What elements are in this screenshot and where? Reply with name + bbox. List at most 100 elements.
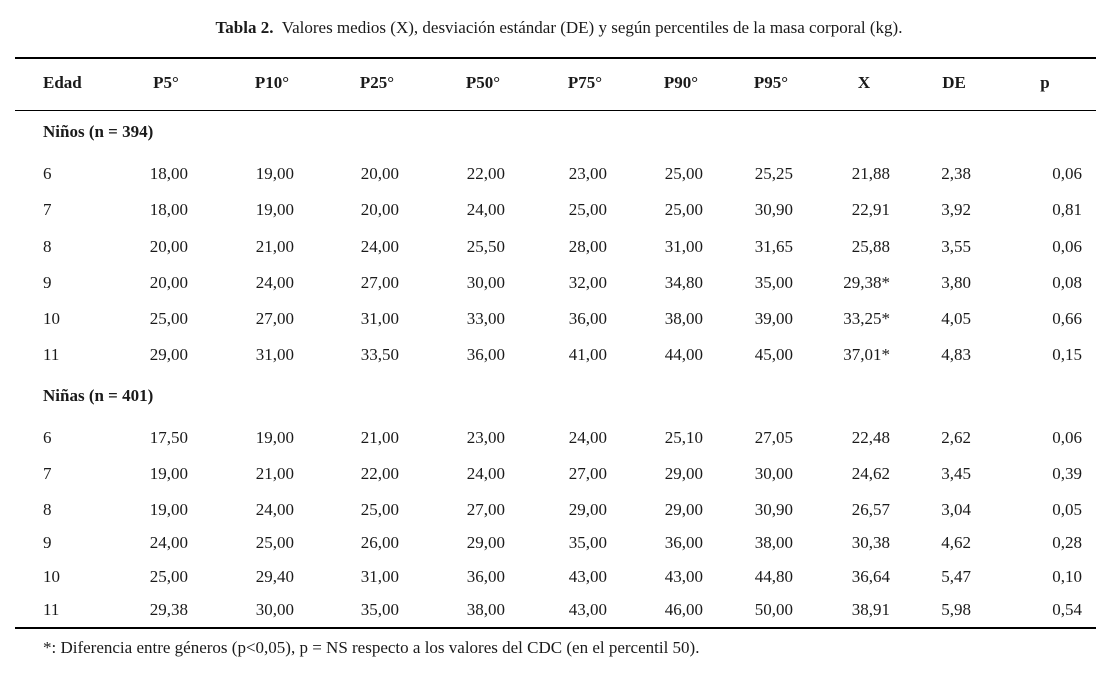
cell-p25: 27,00 bbox=[360, 273, 399, 292]
cell-p90: 43,00 bbox=[664, 567, 703, 586]
cell-de: 3,45 bbox=[941, 464, 971, 483]
table-row: 6 18,00 19,00 20,00 22,00 23,00 25,00 25,25 21,8… bbox=[0, 164, 1118, 188]
table-row: 10 25,00 27,00 31,00 33,00 36,00 38,00 39,00 33,… bbox=[0, 309, 1118, 333]
cell-edad: 6 bbox=[43, 164, 52, 183]
cell-p5: 20,00 bbox=[149, 237, 188, 256]
cell-edad: 9 bbox=[43, 533, 52, 552]
cell-p5: 17,50 bbox=[149, 428, 188, 447]
column-header-de: DE bbox=[942, 73, 966, 92]
cell-de: 4,05 bbox=[941, 309, 971, 328]
cell-p90: 38,00 bbox=[664, 309, 703, 328]
cell-edad: 11 bbox=[43, 600, 60, 619]
cell-x-mean: 26,57 bbox=[851, 500, 890, 519]
cell-p-value: 0,05 bbox=[1052, 500, 1082, 519]
cell-p50: 22,00 bbox=[466, 164, 505, 183]
cell-x-mean: 24,62 bbox=[851, 464, 890, 483]
cell-p25: 25,00 bbox=[360, 500, 399, 519]
cell-p50: 38,00 bbox=[466, 600, 505, 619]
cell-p5: 29,00 bbox=[149, 345, 188, 364]
column-header-p5: P5° bbox=[153, 73, 179, 92]
cell-de: 3,04 bbox=[941, 500, 971, 519]
column-header-p10: P10° bbox=[254, 73, 290, 92]
cell-p90: 36,00 bbox=[664, 533, 703, 552]
cell-p75: 27,00 bbox=[568, 464, 607, 483]
cell-p75: 29,00 bbox=[568, 500, 607, 519]
cell-p75: 24,00 bbox=[568, 428, 607, 447]
cell-x-mean: 29,38* bbox=[843, 273, 890, 292]
cell-p50: 27,00 bbox=[466, 500, 505, 519]
cell-p25: 26,00 bbox=[360, 533, 399, 552]
table-row: 11 29,38 30,00 35,00 38,00 43,00 46,00 50,00 38,… bbox=[0, 600, 1118, 624]
column-header-p25: P25° bbox=[359, 73, 395, 92]
cell-edad: 8 bbox=[43, 500, 52, 519]
cell-p90: 29,00 bbox=[664, 500, 703, 519]
cell-p25: 21,00 bbox=[360, 428, 399, 447]
cell-p25: 20,00 bbox=[360, 200, 399, 219]
cell-p10: 24,00 bbox=[255, 273, 294, 292]
cell-p10: 19,00 bbox=[255, 164, 294, 183]
cell-p5: 29,38 bbox=[149, 600, 188, 619]
cell-p95: 38,00 bbox=[754, 533, 793, 552]
cell-p25: 35,00 bbox=[360, 600, 399, 619]
cell-p5: 20,00 bbox=[149, 273, 188, 292]
cell-p50: 36,00 bbox=[466, 345, 505, 364]
cell-p10: 27,00 bbox=[255, 309, 294, 328]
cell-p25: 20,00 bbox=[360, 164, 399, 183]
cell-edad: 11 bbox=[43, 345, 60, 364]
cell-p90: 46,00 bbox=[664, 600, 703, 619]
table-row: 8 19,00 24,00 25,00 27,00 29,00 29,00 30,90 26,5… bbox=[0, 500, 1118, 524]
column-header-x-mean: X bbox=[857, 73, 871, 92]
cell-p95: 50,00 bbox=[754, 600, 793, 619]
cell-p5: 18,00 bbox=[149, 200, 188, 219]
cell-p-value: 0,28 bbox=[1052, 533, 1082, 552]
cell-de: 4,83 bbox=[941, 345, 971, 364]
cell-p-value: 0,66 bbox=[1052, 309, 1082, 328]
cell-de: 3,80 bbox=[941, 273, 971, 292]
cell-p10: 19,00 bbox=[255, 200, 294, 219]
cell-p50: 24,00 bbox=[466, 464, 505, 483]
header-row: Edad P5° P10° P25° P50° P75° P90° P95° X DE p bbox=[0, 73, 1118, 97]
cell-p90: 44,00 bbox=[664, 345, 703, 364]
column-header-edad: Edad bbox=[43, 73, 82, 92]
cell-x-mean: 22,91 bbox=[851, 200, 890, 219]
table-row: 9 20,00 24,00 27,00 30,00 32,00 34,80 35,00 29,3… bbox=[0, 273, 1118, 297]
cell-p95: 30,90 bbox=[754, 500, 793, 519]
cell-p10: 21,00 bbox=[255, 237, 294, 256]
cell-p25: 24,00 bbox=[360, 237, 399, 256]
caption-label: Tabla 2. bbox=[215, 18, 274, 37]
cell-x-mean: 21,88 bbox=[851, 164, 890, 183]
cell-p-value: 0,06 bbox=[1052, 428, 1082, 447]
cell-p95: 30,00 bbox=[754, 464, 793, 483]
cell-p-value: 0,08 bbox=[1052, 273, 1082, 292]
cell-edad: 6 bbox=[43, 428, 52, 447]
cell-p10: 31,00 bbox=[255, 345, 294, 364]
cell-p-value: 0,06 bbox=[1052, 237, 1082, 256]
cell-p10: 25,00 bbox=[255, 533, 294, 552]
table-row: 11 29,00 31,00 33,50 36,00 41,00 44,00 45,00 37,… bbox=[0, 345, 1118, 369]
table-footnote: *: Diferencia entre géneros (p<0,05), p … bbox=[43, 638, 700, 657]
cell-p50: 33,00 bbox=[466, 309, 505, 328]
cell-p25: 31,00 bbox=[360, 309, 399, 328]
cell-x-mean: 25,88 bbox=[851, 237, 890, 256]
cell-p-value: 0,39 bbox=[1052, 464, 1082, 483]
cell-p90: 25,00 bbox=[664, 164, 703, 183]
cell-p95: 45,00 bbox=[754, 345, 793, 364]
cell-edad: 10 bbox=[43, 567, 60, 586]
cell-p10: 24,00 bbox=[255, 500, 294, 519]
cell-p75: 32,00 bbox=[568, 273, 607, 292]
cell-de: 2,38 bbox=[941, 164, 971, 183]
cell-p75: 23,00 bbox=[568, 164, 607, 183]
cell-edad: 9 bbox=[43, 273, 52, 292]
cell-p95: 39,00 bbox=[754, 309, 793, 328]
column-header-p50: P50° bbox=[465, 73, 501, 92]
header-rule bbox=[15, 110, 1096, 111]
caption-text: Valores medios (X), desviación estándar … bbox=[281, 18, 903, 37]
cell-x-mean: 33,25* bbox=[843, 309, 890, 328]
cell-p50: 25,50 bbox=[466, 237, 505, 256]
cell-p75: 43,00 bbox=[568, 567, 607, 586]
table-row: 7 19,00 21,00 22,00 24,00 27,00 29,00 30,00 24,6… bbox=[0, 464, 1118, 488]
cell-de: 5,47 bbox=[941, 567, 971, 586]
cell-p90: 29,00 bbox=[664, 464, 703, 483]
cell-p25: 22,00 bbox=[360, 464, 399, 483]
table-row: 8 20,00 21,00 24,00 25,50 28,00 31,00 31,65 25,8… bbox=[0, 237, 1118, 261]
